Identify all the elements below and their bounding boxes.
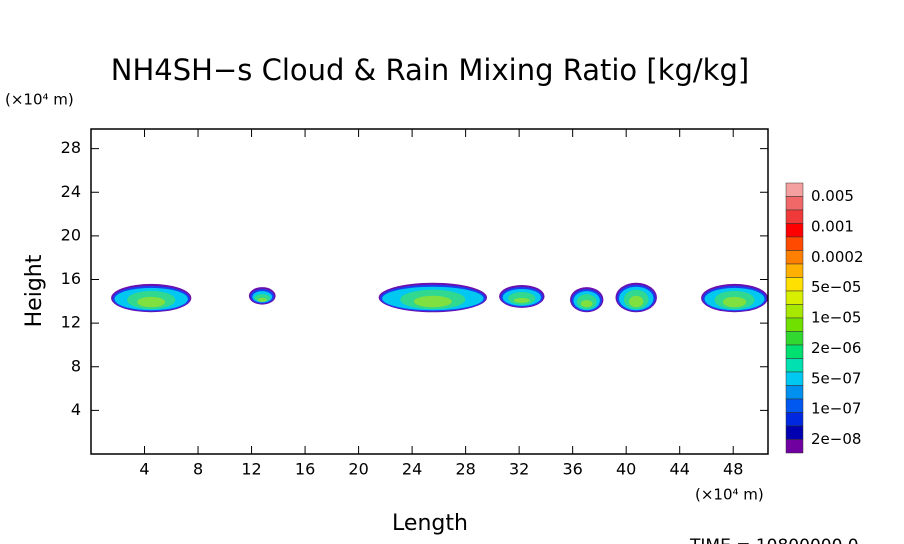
x-tick-label: 48 <box>723 460 743 479</box>
colorbar-label: 5e−07 <box>811 369 861 387</box>
chart-title: NH4SH−s Cloud & Rain Mixing Ratio [kg/kg… <box>111 53 749 87</box>
colorbar-box <box>785 385 804 400</box>
x-tick-label: 24 <box>402 460 422 479</box>
colorbar-box <box>785 398 804 413</box>
y-tick-label: 16 <box>61 269 81 288</box>
x-tick-label: 12 <box>241 460 261 479</box>
y-tick-label: 24 <box>61 182 81 201</box>
y-tick-label: 12 <box>61 313 81 332</box>
colorbar-box <box>785 196 804 211</box>
cloud-core <box>257 297 267 302</box>
y-label: Height <box>22 254 47 327</box>
colorbar-label: 1e−05 <box>811 309 861 327</box>
cloud-core <box>580 300 593 308</box>
colorbar-box <box>785 439 804 454</box>
x-tick-label: 28 <box>455 460 475 479</box>
colorbar-box <box>785 331 804 346</box>
x-tick-label: 8 <box>193 460 203 479</box>
x-tick-label: 20 <box>348 460 368 479</box>
colorbar-box <box>785 290 804 305</box>
colorbar-box <box>785 182 804 197</box>
y-tick-label: 20 <box>61 225 81 244</box>
colorbar-label: 2e−06 <box>811 339 861 357</box>
colorbar-box <box>785 371 804 386</box>
cloud-core <box>513 297 530 303</box>
colorbar-box <box>785 223 804 238</box>
y-unit: (×10⁴ m) <box>5 91 74 109</box>
plot-frame <box>90 128 769 455</box>
x-tick-label: 40 <box>616 460 636 479</box>
y-tick-label: 8 <box>71 356 81 375</box>
x-tick-label: 4 <box>139 460 149 479</box>
colorbar-box <box>785 344 804 359</box>
colorbar-label: 1e−07 <box>811 400 861 418</box>
y-tick-label: 4 <box>71 400 81 419</box>
footer: TIME = 10800000.0 <box>689 536 859 544</box>
colorbar-label: 2e−08 <box>811 430 861 448</box>
colorbar-box <box>785 304 804 319</box>
cloud-core <box>628 295 644 308</box>
colorbar-label: 5e−05 <box>811 278 861 296</box>
x-label: Length <box>392 511 468 536</box>
cloud-core <box>722 296 747 308</box>
colorbar-box <box>785 412 804 427</box>
x-unit: (×10⁴ m) <box>695 486 764 504</box>
colorbar-box <box>785 236 804 251</box>
colorbar-label: 0.005 <box>811 187 854 205</box>
colorbar-label: 0.0002 <box>811 248 864 266</box>
x-tick-label: 36 <box>562 460 582 479</box>
colorbar-label: 0.001 <box>811 217 854 235</box>
x-tick-label: 44 <box>670 460 690 479</box>
colorbar-box <box>785 425 804 440</box>
colorbar-box <box>785 263 804 278</box>
colorbar-box <box>785 250 804 265</box>
cloud-core <box>413 295 452 308</box>
x-tick-label: 32 <box>509 460 529 479</box>
x-tick-label: 16 <box>295 460 315 479</box>
cloud-core <box>137 296 166 308</box>
y-tick-label: 28 <box>61 138 81 157</box>
colorbar-box <box>785 209 804 224</box>
colorbar-box <box>785 277 804 292</box>
colorbar-box <box>785 317 804 332</box>
colorbar-box <box>785 358 804 373</box>
